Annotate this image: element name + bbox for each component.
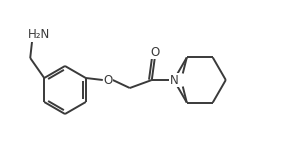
Text: H₂N: H₂N [28, 29, 51, 41]
Text: N: N [169, 74, 178, 86]
Text: O: O [150, 45, 159, 59]
Text: N: N [169, 74, 178, 86]
Text: O: O [103, 74, 112, 86]
